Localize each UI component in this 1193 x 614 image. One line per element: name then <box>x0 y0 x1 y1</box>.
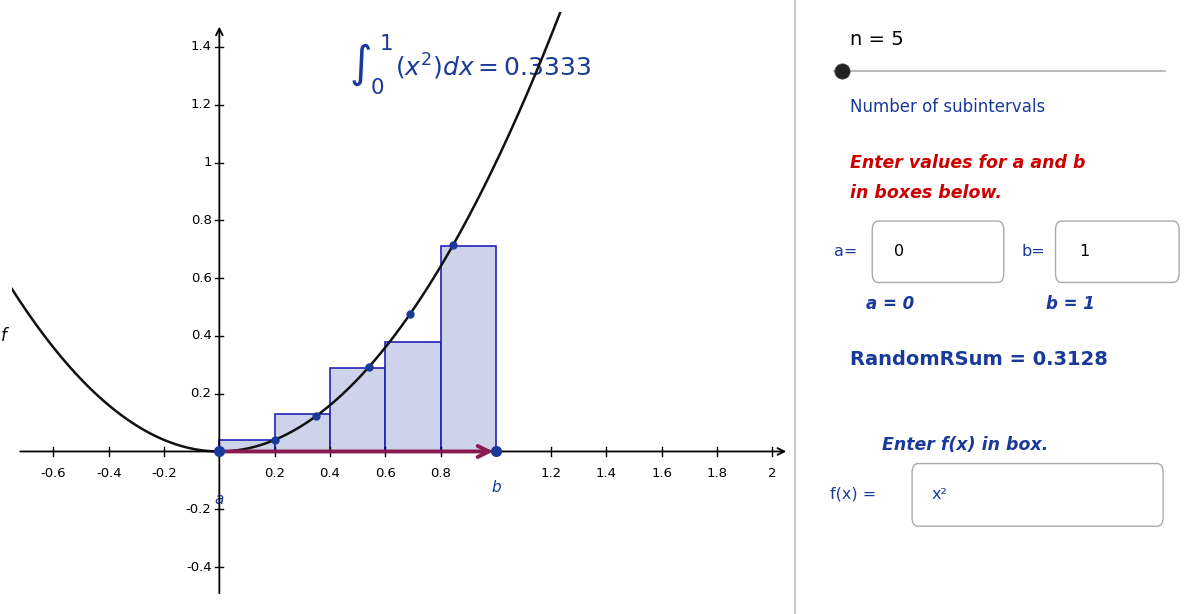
Text: 1: 1 <box>203 156 211 169</box>
Text: 0.4: 0.4 <box>320 467 340 480</box>
Text: 1.8: 1.8 <box>706 467 728 480</box>
Text: n = 5: n = 5 <box>851 31 904 49</box>
Text: 1.6: 1.6 <box>651 467 673 480</box>
Text: -0.6: -0.6 <box>41 467 67 480</box>
Text: b: b <box>492 480 501 495</box>
Text: 0.8: 0.8 <box>431 467 451 480</box>
Text: 1.4: 1.4 <box>191 41 211 53</box>
Text: -0.4: -0.4 <box>186 561 211 573</box>
Text: b = 1: b = 1 <box>1045 295 1094 313</box>
Text: Enter f(x) in box.: Enter f(x) in box. <box>882 436 1049 454</box>
Text: b=: b= <box>1021 244 1045 259</box>
Bar <box>440 246 496 451</box>
Text: 0.2: 0.2 <box>191 387 211 400</box>
Text: 0.4: 0.4 <box>191 329 211 343</box>
Text: $(x^2)dx = 0.3333$: $(x^2)dx = 0.3333$ <box>395 52 591 82</box>
FancyBboxPatch shape <box>872 221 1003 282</box>
Text: -0.2: -0.2 <box>186 503 211 516</box>
Text: -0.2: -0.2 <box>152 467 177 480</box>
Text: -0.4: -0.4 <box>95 467 122 480</box>
Text: Number of subintervals: Number of subintervals <box>851 98 1045 117</box>
Bar <box>330 368 385 451</box>
FancyBboxPatch shape <box>913 464 1163 526</box>
Text: 0.8: 0.8 <box>191 214 211 227</box>
Text: 0: 0 <box>895 244 904 259</box>
Text: RandomRSum = 0.3128: RandomRSum = 0.3128 <box>851 350 1108 368</box>
Text: f: f <box>1 327 7 345</box>
Text: $\int_0^{\,1}$: $\int_0^{\,1}$ <box>350 32 392 96</box>
Bar <box>220 440 274 451</box>
Text: a = 0: a = 0 <box>866 295 915 313</box>
Text: a=: a= <box>834 244 858 259</box>
Text: 2: 2 <box>768 467 777 480</box>
Text: 0.2: 0.2 <box>264 467 285 480</box>
Text: a: a <box>215 492 224 507</box>
Text: 0.6: 0.6 <box>191 271 211 285</box>
Text: 1: 1 <box>1080 244 1089 259</box>
Text: Enter values for a and b: Enter values for a and b <box>851 154 1086 172</box>
Bar <box>274 414 330 451</box>
Text: f(x) =: f(x) = <box>830 487 877 502</box>
Text: 0.6: 0.6 <box>375 467 396 480</box>
Text: x²: x² <box>932 488 947 502</box>
Bar <box>385 341 440 451</box>
Text: in boxes below.: in boxes below. <box>851 184 1002 203</box>
FancyBboxPatch shape <box>1056 221 1179 282</box>
Text: 1.2: 1.2 <box>540 467 562 480</box>
Text: 1.2: 1.2 <box>191 98 211 111</box>
Text: 1.4: 1.4 <box>596 467 617 480</box>
